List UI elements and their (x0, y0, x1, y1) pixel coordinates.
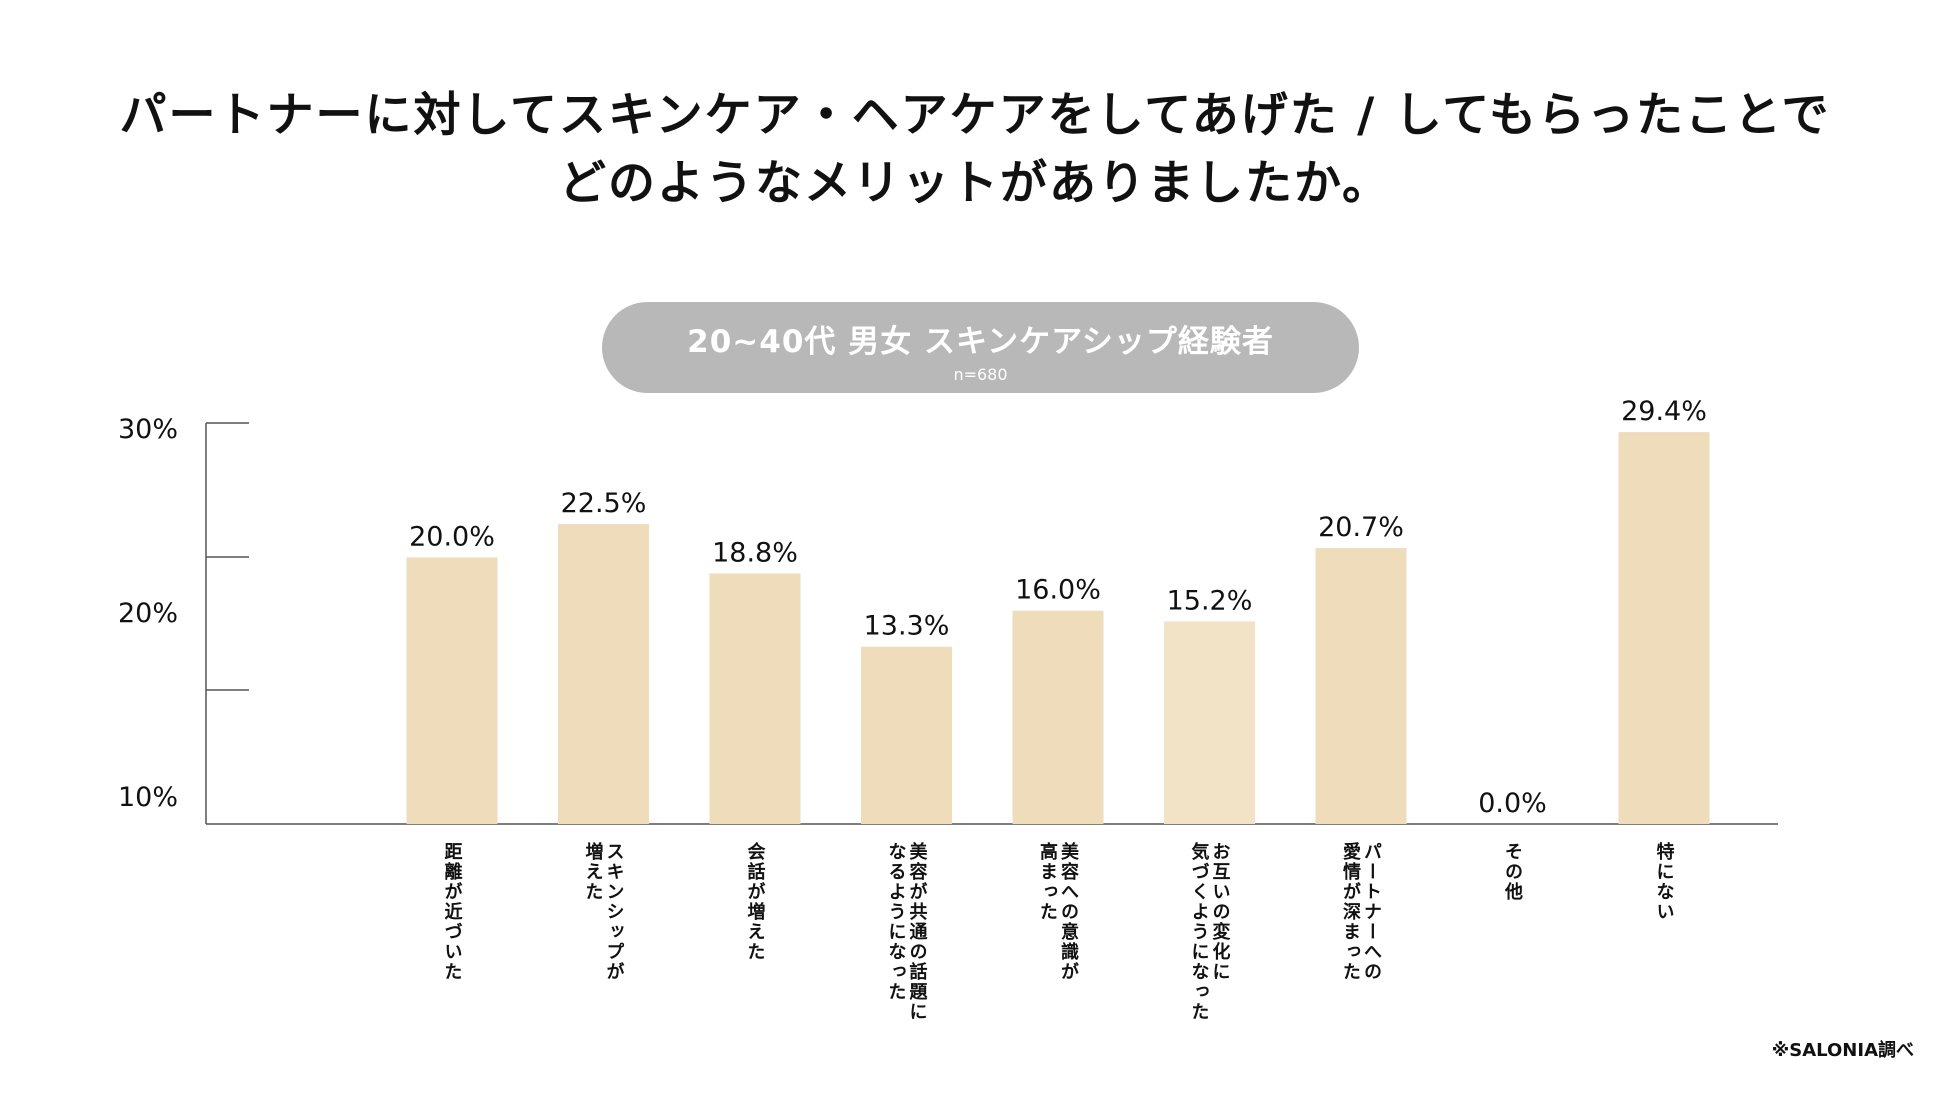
category-label: 美容への意識が (1058, 841, 1079, 982)
bar (1315, 548, 1407, 824)
category-label: 距離が近づいた (442, 842, 463, 982)
subtitle-badge: 20~40代 男女 スキンケアシップ経験者 n=680 (602, 302, 1359, 393)
category-label: 気づくようになった (1189, 841, 1210, 1022)
category-label: 高まった (1037, 841, 1058, 922)
category-label: その他 (1502, 842, 1524, 902)
y-tick-label: 30% (118, 414, 178, 445)
subtitle: 20~40代 男女 スキンケアシップ経験者 (687, 324, 1274, 360)
data-label: 20.7% (1318, 512, 1404, 543)
bar (709, 573, 801, 824)
y-tick-label: 20% (118, 598, 178, 629)
bar (558, 524, 649, 824)
category-label: 会話が増えた (745, 841, 766, 962)
bar (861, 646, 952, 824)
data-label: 29.4% (1621, 396, 1707, 427)
data-label: 13.3% (864, 611, 950, 642)
category-label: 増えた (583, 841, 604, 902)
category-label: スキンシップが (604, 842, 625, 982)
source-note: ※SALONIA調べ (1771, 1040, 1914, 1061)
category-label: 愛情が深まった (1340, 841, 1361, 982)
category-label: お互いの変化に (1210, 842, 1231, 982)
data-label: 15.2% (1167, 585, 1253, 616)
category-label: 美容が共通の話題に (907, 841, 928, 1022)
bar (1012, 610, 1104, 824)
data-label: 18.8% (712, 537, 798, 568)
category-label: パートナーへの (1361, 842, 1382, 982)
chart-title-line2: どのようなメリットがありましたか。 (558, 156, 1392, 211)
y-tick-label: 10% (118, 782, 178, 813)
data-label: 20.0% (409, 521, 495, 552)
data-label: 22.5% (561, 488, 647, 519)
data-label: 16.0% (1015, 575, 1101, 606)
bar (1618, 432, 1710, 824)
sample-size: n=680 (953, 365, 1008, 384)
bar (1164, 621, 1255, 824)
chart-title-line1: パートナーに対してスキンケア・ヘアケアをしてあげた / してもらったことで (119, 88, 1831, 143)
data-label: 0.0% (1478, 788, 1547, 819)
category-label: 特にない (1654, 841, 1675, 922)
category-label: なるようになった (886, 842, 907, 1002)
bar (406, 557, 498, 824)
